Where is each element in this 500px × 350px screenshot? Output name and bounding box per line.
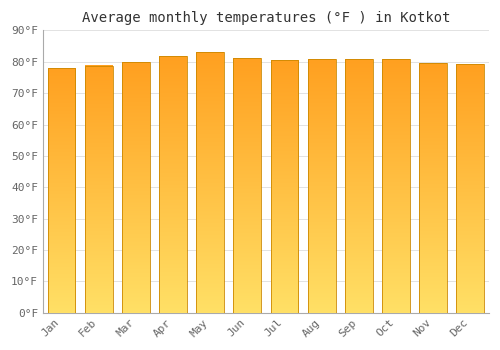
- Bar: [419, 63, 447, 313]
- Bar: [345, 59, 373, 313]
- Bar: [85, 65, 112, 313]
- Bar: [308, 59, 336, 313]
- Bar: [382, 59, 410, 313]
- Bar: [234, 58, 262, 313]
- Bar: [270, 60, 298, 313]
- Bar: [48, 68, 76, 313]
- Bar: [159, 56, 187, 313]
- Bar: [122, 62, 150, 313]
- Bar: [196, 52, 224, 313]
- Bar: [456, 64, 484, 313]
- Title: Average monthly temperatures (°F ) in Kotkot: Average monthly temperatures (°F ) in Ko…: [82, 11, 450, 25]
